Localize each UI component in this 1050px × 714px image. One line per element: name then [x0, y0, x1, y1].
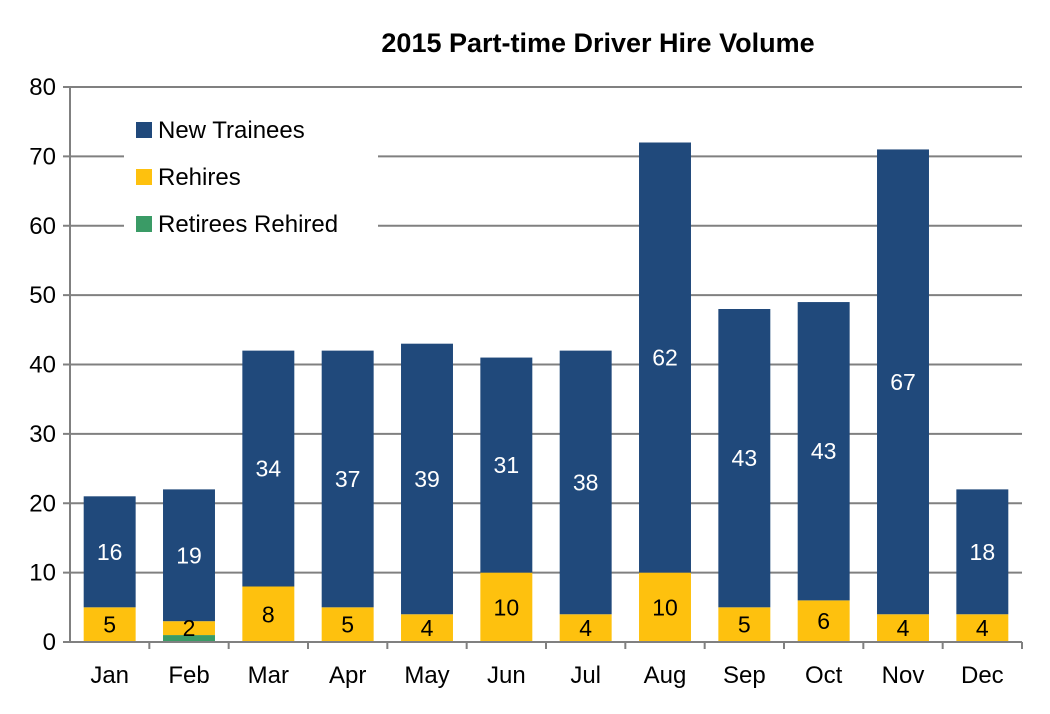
data-label: 38 [573, 469, 599, 495]
bar-segment [639, 142, 691, 573]
data-label: 62 [652, 345, 678, 371]
bar-segment [559, 614, 612, 642]
bar-segment [639, 572, 691, 642]
x-tick-label: Nov [882, 662, 925, 689]
x-tick-label: Aug [644, 662, 687, 689]
bar-segment [480, 357, 533, 573]
bar-segment [956, 614, 1009, 642]
x-axis-ticks: Jan Feb Mar Apr May Jun Jul Aug Sep Oct Nov Dec [90, 642, 1023, 689]
data-label: 37 [335, 466, 361, 492]
x-tick-label: Mar [248, 662, 289, 689]
chart-title: 2015 Part-time Driver Hire Volume [381, 28, 814, 58]
bar-segment [718, 309, 771, 608]
x-tick-label: Oct [805, 662, 843, 689]
bar-segment [956, 489, 1009, 615]
y-tick-label: 40 [29, 352, 56, 379]
bar-segment [163, 489, 215, 622]
legend-label: Retirees Rehired [158, 211, 338, 238]
data-label: 5 [341, 612, 354, 638]
x-tick-label: Sep [723, 662, 766, 689]
x-tick-label: Jul [570, 662, 601, 689]
bar-segment [480, 572, 533, 642]
y-tick-label: 20 [29, 490, 56, 517]
data-label: 6 [817, 608, 830, 634]
bar-segment [83, 607, 136, 642]
data-label: 4 [579, 615, 592, 641]
x-tick-label: May [404, 662, 449, 689]
data-label: 8 [262, 601, 275, 627]
bar-segment [797, 302, 850, 601]
bar-segment [559, 350, 612, 615]
y-tick-label: 30 [29, 421, 56, 448]
bar-segment [718, 607, 771, 642]
data-label: 31 [494, 452, 520, 478]
bar-segment [401, 614, 453, 642]
legend-label: Rehires [158, 164, 241, 191]
data-labels: 5 16 2 19 8 34 5 37 4 39 10 31 4 38 10 62 5 43 6 43 4 67 4 18 [97, 345, 995, 642]
legend-swatch [136, 122, 152, 138]
data-label: 5 [738, 612, 751, 638]
y-tick-label: 50 [29, 282, 56, 309]
legend: New Trainees Rehires Retirees Rehired [124, 102, 378, 250]
bar-segment [877, 149, 929, 615]
data-label: 2 [183, 615, 196, 641]
data-label: 34 [256, 456, 282, 482]
legend-swatch [136, 216, 152, 232]
data-label: 10 [652, 594, 678, 620]
legend-label: New Trainees [158, 117, 305, 144]
data-label: 4 [897, 615, 910, 641]
x-tick-label: Jan [90, 662, 129, 689]
data-label: 43 [732, 445, 758, 471]
y-tick-label: 0 [43, 629, 56, 656]
bar-segment [797, 600, 850, 642]
bar-segment [321, 607, 374, 642]
data-label: 19 [176, 542, 202, 568]
y-axis-ticks: 0 10 20 30 40 50 60 70 80 [29, 74, 70, 656]
bar-segment [163, 621, 215, 636]
bar-segment [401, 343, 453, 615]
bar-segment [321, 350, 374, 608]
data-label: 18 [970, 539, 996, 565]
data-label: 4 [421, 615, 434, 641]
data-label: 43 [811, 438, 837, 464]
bar-segment [242, 350, 295, 587]
bar-segment [83, 496, 136, 608]
legend-swatch [136, 169, 152, 185]
data-label: 67 [890, 369, 916, 395]
y-tick-label: 80 [29, 74, 56, 101]
y-tick-label: 60 [29, 213, 56, 240]
data-label: 4 [976, 615, 989, 641]
x-tick-label: Dec [961, 662, 1004, 689]
x-tick-label: Apr [329, 662, 366, 689]
data-label: 10 [494, 594, 520, 620]
bar-segment [877, 614, 929, 642]
legend-background [124, 102, 378, 250]
data-label: 5 [103, 612, 116, 638]
x-tick-label: Jun [487, 662, 526, 689]
y-tick-label: 70 [29, 143, 56, 170]
x-tick-label: Feb [168, 662, 209, 689]
bar-segment [163, 635, 215, 642]
data-label: 39 [414, 466, 440, 492]
y-tick-label: 10 [29, 560, 56, 587]
bar-segment [242, 586, 295, 642]
bars [83, 142, 1009, 642]
data-label: 16 [97, 539, 123, 565]
